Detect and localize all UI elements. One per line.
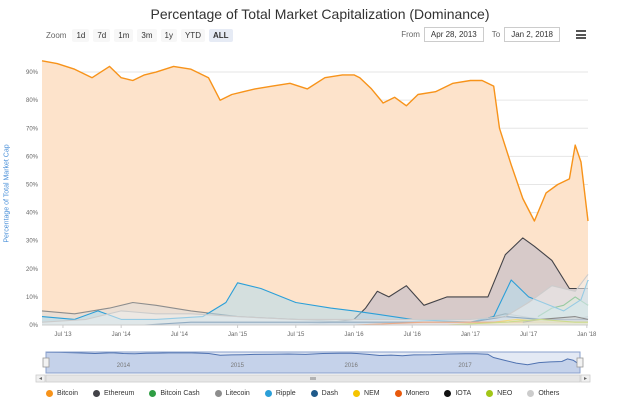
y-tick-label: 60% xyxy=(26,154,39,160)
legend-label: Ethereum xyxy=(104,390,135,397)
x-tick-label: Jul '15 xyxy=(287,332,305,338)
legend-marker-icon xyxy=(527,390,535,397)
legend-marker-icon xyxy=(310,390,318,397)
zoom-1d-button[interactable]: 1d xyxy=(72,29,90,42)
zoom-controls: Zoom 1d 7d 1m 3m 1y YTD ALL xyxy=(46,29,237,42)
legend-marker-icon xyxy=(46,390,53,397)
y-tick-label: 80% xyxy=(26,98,39,104)
legend-item-ripple[interactable]: Ripple xyxy=(264,390,296,397)
legend-item-iota[interactable]: IOTA xyxy=(444,390,471,397)
y-tick-label: 0% xyxy=(29,323,38,329)
zoom-all-button[interactable]: ALL xyxy=(208,29,233,42)
x-tick-label: Jul '14 xyxy=(171,332,189,338)
hamburger-menu-icon[interactable] xyxy=(576,30,586,39)
zoom-1m-button[interactable]: 1m xyxy=(114,29,134,42)
x-tick-label: Jan '18 xyxy=(577,332,597,338)
y-tick-label: 20% xyxy=(26,267,39,273)
legend-label: NEO xyxy=(497,390,513,397)
series-area-bitcoin xyxy=(42,60,588,326)
y-tick-label: 90% xyxy=(26,70,39,76)
y-tick-label: 50% xyxy=(26,182,39,188)
navigator-right-handle[interactable] xyxy=(576,357,584,368)
range-to-input[interactable]: Jan 2, 2018 xyxy=(504,27,560,42)
y-tick-label: 70% xyxy=(26,126,39,132)
legend-item-dash[interactable]: Dash xyxy=(310,390,339,397)
x-tick-label: Jan '14 xyxy=(112,332,132,338)
legend-label: Bitcoin xyxy=(57,390,79,397)
legend-label: Ripple xyxy=(275,390,296,397)
zoom-ytd-button[interactable]: YTD xyxy=(180,29,205,42)
legend-marker-icon xyxy=(93,390,101,397)
legend-marker-icon xyxy=(394,390,402,397)
x-tick-label: Jul '17 xyxy=(520,332,538,338)
series-line-others xyxy=(41,274,589,323)
legend-label: Litecoin xyxy=(225,390,250,397)
navigator-left-handle[interactable] xyxy=(42,357,50,368)
chart-title: Percentage of Total Market Capitalizatio… xyxy=(150,6,490,22)
scrollbar-right-arrow-icon xyxy=(584,377,587,380)
x-tick-label: Jul '13 xyxy=(54,332,72,338)
x-tick-label: Jan '17 xyxy=(461,332,481,338)
legend-marker-icon xyxy=(149,390,157,397)
legend-label: NEM xyxy=(364,390,380,397)
date-range-selector: From Apr 28, 2013 To Jan 2, 2018 xyxy=(401,27,568,42)
legend-label: IOTA xyxy=(455,390,472,397)
navigator-series-area xyxy=(46,352,580,373)
legend-marker-icon xyxy=(214,390,222,397)
range-from-input[interactable]: Apr 28, 2013 xyxy=(423,27,484,42)
legend-label: Others xyxy=(538,390,560,397)
legend-item-bitcoin[interactable]: Bitcoin xyxy=(46,390,78,397)
zoom-label: Zoom xyxy=(46,31,67,40)
legend-item-nem[interactable]: NEM xyxy=(353,390,380,397)
navigator-year-label: 2015 xyxy=(231,363,245,369)
range-to-label: To xyxy=(491,30,501,39)
legend-item-litecoin[interactable]: Litecoin xyxy=(214,390,250,397)
legend-item-neo[interactable]: NEO xyxy=(486,390,512,397)
series-area-others xyxy=(42,274,588,325)
legend-marker-icon xyxy=(444,390,452,397)
navigator-year-label: 2016 xyxy=(344,363,358,369)
legend-marker-icon xyxy=(264,390,272,397)
x-tick-label: Jan '15 xyxy=(228,332,248,338)
navigator-series-line xyxy=(45,351,581,366)
y-tick-label: 30% xyxy=(26,239,39,245)
scrollbar-left-arrow-icon xyxy=(39,377,42,380)
legend-label: Monero xyxy=(405,390,430,397)
legend-item-monero[interactable]: Monero xyxy=(394,390,430,397)
legend-label: Bitcoin Cash xyxy=(160,390,200,397)
navigator-year-label: 2017 xyxy=(458,363,472,369)
range-from-label: From xyxy=(401,30,420,39)
legend-item-others[interactable]: Others xyxy=(527,390,559,397)
navigator-year-label: 2014 xyxy=(117,363,131,369)
y-tick-label: 10% xyxy=(26,295,39,301)
legend-marker-icon xyxy=(353,390,361,397)
legend-marker-icon xyxy=(486,390,494,397)
zoom-3m-button[interactable]: 3m xyxy=(137,29,157,42)
legend-label: Dash xyxy=(321,390,339,397)
chart-legend: Bitcoin Ethereum Bitcoin Cash Litecoin Rippl… xyxy=(46,390,574,397)
x-tick-label: Jul '16 xyxy=(404,332,422,338)
x-tick-label: Jan '16 xyxy=(344,332,364,338)
legend-item-ethereum[interactable]: Ethereum xyxy=(93,390,134,397)
legend-item-bitcoin-cash[interactable]: Bitcoin Cash xyxy=(149,390,200,397)
zoom-7d-button[interactable]: 7d xyxy=(93,29,111,42)
y-tick-label: 40% xyxy=(26,211,39,217)
series-line-bitcoin xyxy=(41,60,589,222)
zoom-1y-button[interactable]: 1y xyxy=(160,29,177,42)
